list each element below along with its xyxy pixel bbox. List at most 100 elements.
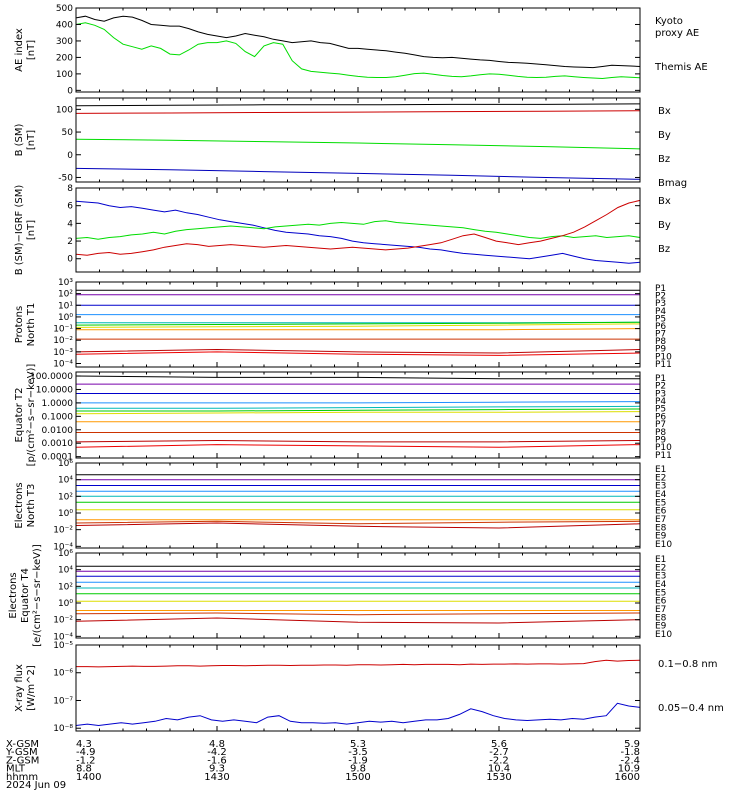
- legend-electrons-north: E9: [655, 532, 667, 542]
- legend-protons-equator: P5: [655, 405, 666, 415]
- y-axis-label-bsm: [nT]: [26, 130, 37, 150]
- legend-protons-north: P5: [655, 314, 666, 324]
- series-protons-north-p11: [75, 351, 641, 356]
- y-tick-label-xray: 10⁻⁶: [53, 669, 73, 679]
- y-tick-label-ae: 100: [56, 70, 73, 80]
- ephemeris-value: -2.7: [489, 747, 509, 758]
- legend-electrons-north: E10: [655, 540, 672, 550]
- legend-protons-equator: P9: [655, 435, 666, 445]
- ephemeris-value: -1.2: [76, 755, 96, 766]
- y-tick-label-electrons-equator: 10⁴: [58, 566, 73, 576]
- y-axis-label-bigrf: B (SM)−IGRF (SM): [14, 185, 25, 276]
- y-tick-label-electrons-north: 10⁻²: [53, 526, 73, 536]
- y-tick-label-protons-north: 10⁻⁴: [53, 360, 73, 370]
- series-bsm-by: [75, 138, 641, 150]
- series-bigrf-bz: [75, 199, 641, 256]
- series-protons-equator-p7: [75, 411, 641, 415]
- y-tick-label-protons-equator: 0.0010: [42, 439, 74, 449]
- y-tick-label-electrons-north: 10²: [58, 492, 73, 502]
- ephemeris-label: Z-GSM: [6, 755, 39, 766]
- y-axis-label-electrons-north: Electrons: [14, 482, 25, 528]
- ephemeris-value: 5.9: [624, 739, 640, 750]
- y-tick-label-electrons-equator: 10⁰: [58, 599, 73, 609]
- legend-electrons-equator: E6: [655, 597, 667, 607]
- ephemeris-value: 4.8: [209, 739, 225, 750]
- ephemeris-value: -2.4: [620, 755, 640, 766]
- y-axis-label-protons-north: Protons: [14, 306, 25, 343]
- legend-protons-north: P4: [655, 307, 666, 317]
- panel-frame-ae: [75, 7, 641, 93]
- y-axis-label-protons-equator: [p/(cm²−s−sr−keV)]: [26, 364, 37, 467]
- y-tick-label-xray: 10⁻⁸: [53, 724, 73, 734]
- date-label: 2024 Jun 09: [6, 780, 66, 791]
- ephemeris-value: 10.4: [488, 764, 510, 775]
- series-protons-equator-p6: [76, 408, 641, 412]
- legend-ae: Themis AE: [654, 62, 708, 73]
- legend-protons-equator: P6: [655, 412, 666, 422]
- ephemeris-value: 10.9: [618, 764, 640, 775]
- ephemeris-value: -3.5: [348, 747, 368, 758]
- legend-electrons-north: E3: [655, 482, 666, 492]
- legend-protons-equator: P4: [655, 397, 666, 407]
- legend-bsm: Bmag: [658, 178, 687, 189]
- series-xray-0-1-0-8-nm: [76, 659, 641, 668]
- y-tick-label-protons-north: 10³: [58, 278, 73, 288]
- series-protons-equator-p5: [76, 405, 641, 409]
- series-protons-north-p8: [76, 328, 641, 331]
- series-protons-equator-p10: [75, 439, 641, 443]
- legend-protons-equator: P7: [655, 420, 666, 430]
- y-axis-label-bigrf: [nT]: [26, 220, 37, 240]
- legend-protons-equator: P3: [655, 389, 666, 399]
- legend-protons-equator: P11: [655, 451, 672, 461]
- legend-protons-equator: P8: [655, 428, 666, 438]
- panel-frame-xray: [75, 644, 641, 732]
- ephemeris-value: -1.8: [620, 747, 640, 758]
- legend-electrons-equator: E10: [655, 630, 672, 640]
- legend-protons-north: P1: [655, 284, 666, 294]
- series-bsm-bz: [75, 110, 641, 114]
- series-electrons-equator-e10: [75, 617, 641, 624]
- ephemeris-value: 1400: [76, 772, 101, 783]
- panel-frame-electrons-north: [75, 462, 641, 549]
- legend-electrons-equator: E4: [655, 580, 667, 590]
- legend-bsm: Bz: [658, 154, 670, 165]
- series-protons-equator-p1: [75, 375, 640, 380]
- y-tick-label-protons-equator: 0.0001: [42, 453, 74, 463]
- y-tick-label-electrons-north: 10⁶: [58, 459, 73, 469]
- ephemeris-label: hhmm: [6, 772, 38, 783]
- y-tick-label-protons-equator: 1.0000: [42, 399, 74, 409]
- y-axis-label-xray: [W/m^2]: [26, 665, 37, 711]
- y-tick-label-protons-north: 10¹: [58, 301, 73, 311]
- y-axis-label-protons-equator: Equator T2: [14, 388, 25, 443]
- series-electrons-north-e10: [75, 522, 641, 529]
- y-tick-label-bsm: -50: [58, 173, 73, 183]
- ephemeris-value: 4.3: [76, 739, 92, 750]
- legend-electrons-north: E5: [655, 498, 666, 508]
- legend-xray: 0.1−0.8 nm: [658, 659, 717, 670]
- series-electrons-north-e9: [75, 520, 641, 525]
- ephemeris-value: 5.6: [491, 739, 507, 750]
- legend-electrons-north: E1: [655, 465, 666, 475]
- ephemeris-value: 9.8: [350, 764, 366, 775]
- y-axis-label-electrons-equator: Equator T4: [20, 568, 31, 623]
- legend-xray: 0.05−0.4 nm: [658, 703, 724, 714]
- y-axis-label-electrons-equator: Electrons: [8, 572, 19, 618]
- ephemeris-value: 1530: [486, 772, 511, 783]
- y-tick-label-protons-equator: 10.0000: [36, 385, 73, 395]
- y-tick-label-bigrf: 2: [67, 237, 73, 247]
- legend-protons-equator: P2: [655, 382, 666, 392]
- ephemeris-value: 1600: [615, 772, 640, 783]
- legend-electrons-equator: E3: [655, 572, 666, 582]
- y-tick-label-protons-equator: 100.0000: [30, 372, 73, 382]
- legend-protons-north: P10: [655, 352, 672, 362]
- y-axis-label-ae: AE index: [14, 28, 25, 72]
- series-protons-north-p6: [75, 321, 641, 326]
- ephemeris-value: 1430: [204, 772, 229, 783]
- ephemeris-value: -2.2: [489, 755, 509, 766]
- series-bsm-bx: [75, 167, 641, 180]
- legend-electrons-north: E7: [655, 515, 666, 525]
- legend-bigrf: By: [658, 220, 671, 231]
- legend-protons-north: P2: [655, 292, 666, 302]
- y-tick-label-protons-equator: 0.1000: [42, 412, 74, 422]
- y-tick-label-bigrf: 8: [67, 184, 73, 194]
